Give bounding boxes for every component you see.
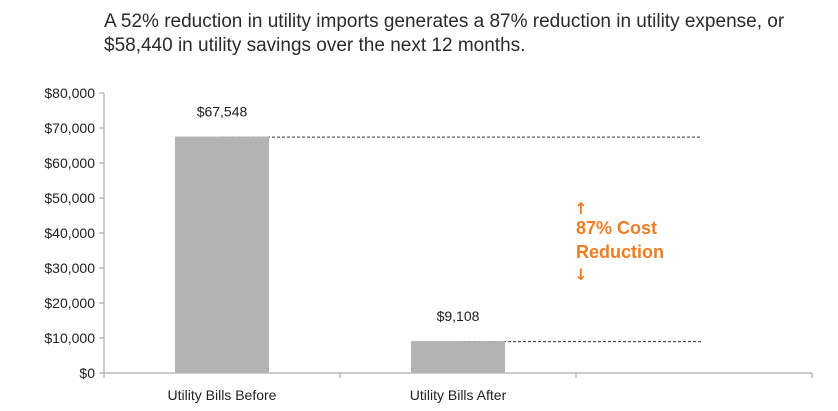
y-tick-label: $10,000 <box>44 330 95 346</box>
x-axis <box>103 372 813 378</box>
chart-title: A 52% reduction in utility imports gener… <box>104 11 785 56</box>
bar <box>411 341 505 373</box>
y-tick-label: $50,000 <box>44 190 95 206</box>
bar <box>175 136 269 373</box>
y-tick-label: $0 <box>79 365 95 381</box>
up-arrow-icon: ↑ <box>574 199 587 218</box>
annotation-line-2: Reduction <box>576 242 664 262</box>
y-tick-label: $70,000 <box>44 120 95 136</box>
category-label: Utility Bills Before <box>168 387 277 403</box>
cost-reduction-annotation: ↑ 87% Cost Reduction ↓ <box>574 199 664 284</box>
y-tick-label: $20,000 <box>44 295 95 311</box>
y-tick-label: $40,000 <box>44 225 95 241</box>
annotation-line-1: 87% Cost <box>576 218 657 238</box>
y-tick-label: $30,000 <box>44 260 95 276</box>
down-arrow-icon: ↓ <box>574 265 587 284</box>
category-labels: Utility Bills Before Utility Bills After <box>168 387 507 403</box>
category-label: Utility Bills After <box>410 387 507 403</box>
y-tick-label: $60,000 <box>44 155 95 171</box>
bar-value-label: $67,548 <box>197 104 248 120</box>
data-labels: $67,548 $9,108 <box>197 104 480 325</box>
bars <box>175 136 505 373</box>
y-axis: $0 $10,000 $20,000 $30,000 $40,000 $50,000 $60… <box>44 85 105 381</box>
bar-value-label: $9,108 <box>437 308 480 324</box>
y-tick-label: $80,000 <box>44 85 95 101</box>
